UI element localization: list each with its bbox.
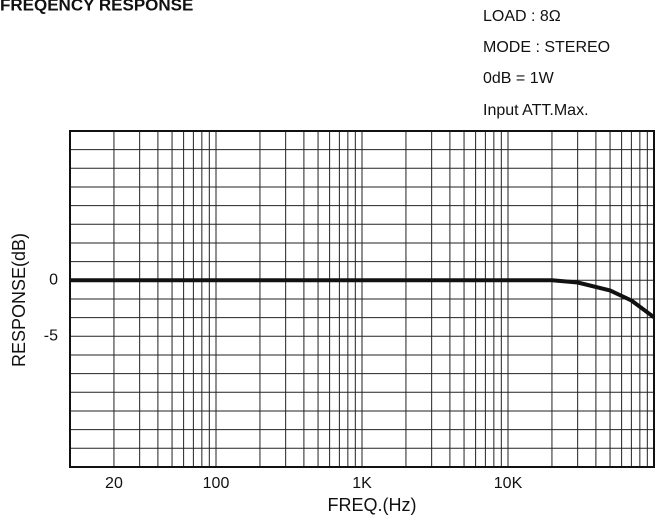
y-axis-label: RESPONSE(dB) xyxy=(9,233,29,367)
x-tick-label: 10K xyxy=(494,475,523,492)
annotation: MODE : STEREO xyxy=(483,39,610,56)
annotation: Input ATT.Max. xyxy=(483,102,589,119)
annotation: 0dB = 1W xyxy=(483,70,555,87)
x-axis-label: FREQ.(Hz) xyxy=(328,495,417,515)
y-tick-label: 0 xyxy=(49,272,58,289)
y-tick-label: -5 xyxy=(44,328,58,345)
x-tick-label: 100 xyxy=(203,475,230,492)
chart-title: FREQENCY RESPONSE xyxy=(0,0,193,14)
x-tick-label: 1K xyxy=(352,475,372,492)
line xyxy=(70,278,656,319)
x-tick-label: 20 xyxy=(105,475,123,492)
annotation: LOAD : 8Ω xyxy=(483,8,561,25)
